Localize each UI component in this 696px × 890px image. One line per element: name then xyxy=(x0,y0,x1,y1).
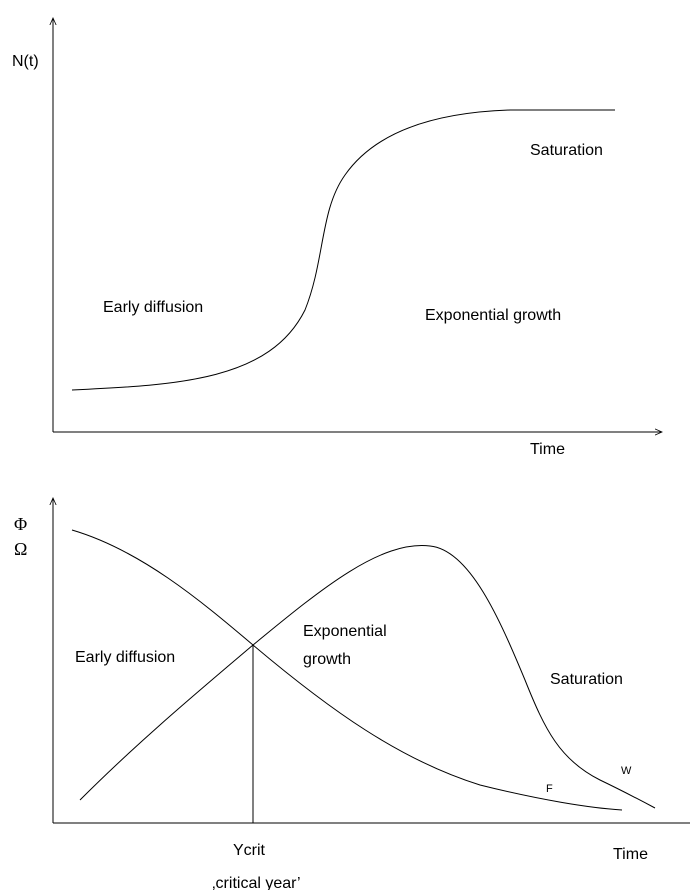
curve-f xyxy=(71,529,623,811)
region-label: Early diffusion xyxy=(75,649,175,666)
curve-w xyxy=(79,545,656,809)
y-label: Ω xyxy=(14,539,27,559)
x-label: Time xyxy=(530,441,565,458)
curve-label: W xyxy=(621,765,632,777)
region-label: Saturation xyxy=(530,142,603,159)
y-label: Φ xyxy=(14,514,27,534)
region-label: Exponential growth xyxy=(425,307,561,324)
region-label: Saturation xyxy=(550,671,623,688)
region-label: Exponential xyxy=(303,623,387,640)
region-label: growth xyxy=(303,651,351,668)
x-label: Time xyxy=(613,846,648,863)
y-label: N(t) xyxy=(12,53,39,70)
marker-label: Ycrit xyxy=(233,842,266,859)
curve-label: F xyxy=(546,783,553,795)
region-label: Early diffusion xyxy=(103,299,203,316)
s-curve xyxy=(71,109,615,391)
marker-note: ‚critical year’ xyxy=(212,875,301,890)
